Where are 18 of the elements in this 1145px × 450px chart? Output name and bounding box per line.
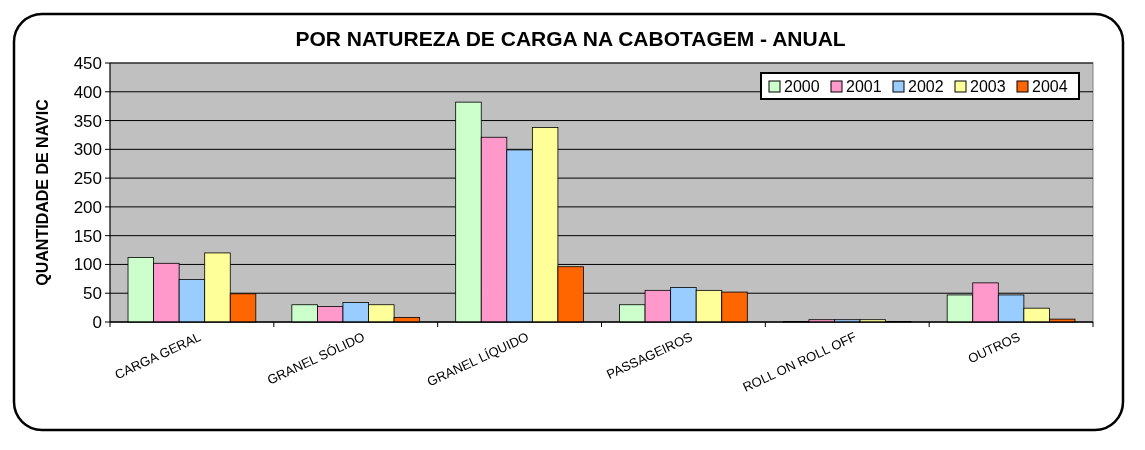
y-tick-label: 0 [92,312,102,332]
legend-label: 2001 [846,78,882,95]
legend-label: 2002 [908,78,944,95]
y-tick-label: 450 [73,53,102,73]
legend-label: 2000 [784,78,820,95]
y-axis-title: QUANTIDADE DE NAVIC [34,98,51,286]
legend-label: 2003 [970,78,1006,95]
legend-label: 2004 [1032,78,1068,95]
y-tick-label: 200 [73,197,102,217]
chart-title: POR NATUREZA DE CARGA NA CABOTAGEM - ANUAL [295,27,846,50]
y-tick-label: 400 [73,82,102,102]
y-tick-label: 350 [73,111,102,131]
y-tick-label: 50 [83,284,102,304]
x-tick-label: ROLL ON ROLL OFF [740,329,859,395]
y-tick-label: 150 [73,226,102,246]
y-tick-label: 300 [73,140,102,160]
y-tick-label: 100 [73,255,102,275]
y-tick-label: 250 [73,169,102,189]
